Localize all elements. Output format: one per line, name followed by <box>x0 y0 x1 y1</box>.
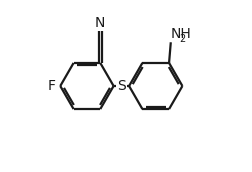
Text: NH: NH <box>170 27 191 41</box>
Text: F: F <box>48 79 56 93</box>
Text: 2: 2 <box>179 34 185 44</box>
Text: N: N <box>95 16 105 30</box>
Text: S: S <box>116 79 125 93</box>
